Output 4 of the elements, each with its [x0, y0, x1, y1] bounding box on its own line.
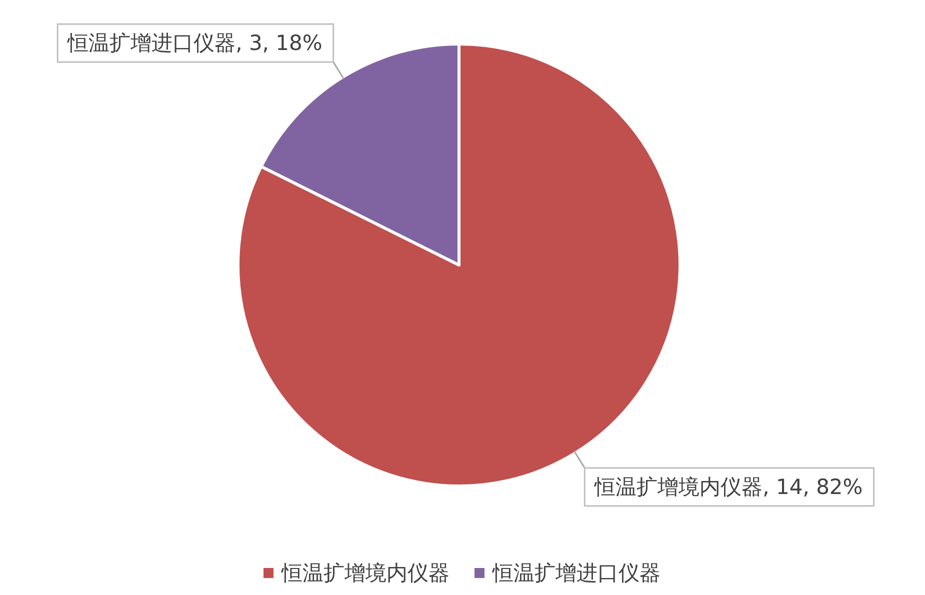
legend-label: 恒温扩增进口仪器 [492, 561, 660, 585]
legend-label: 恒温扩增境内仪器 [280, 561, 450, 585]
data-label: 恒温扩增进口仪器, 3, 18% [66, 31, 322, 56]
data-label: 恒温扩增境内仪器, 14, 82% [594, 474, 863, 499]
